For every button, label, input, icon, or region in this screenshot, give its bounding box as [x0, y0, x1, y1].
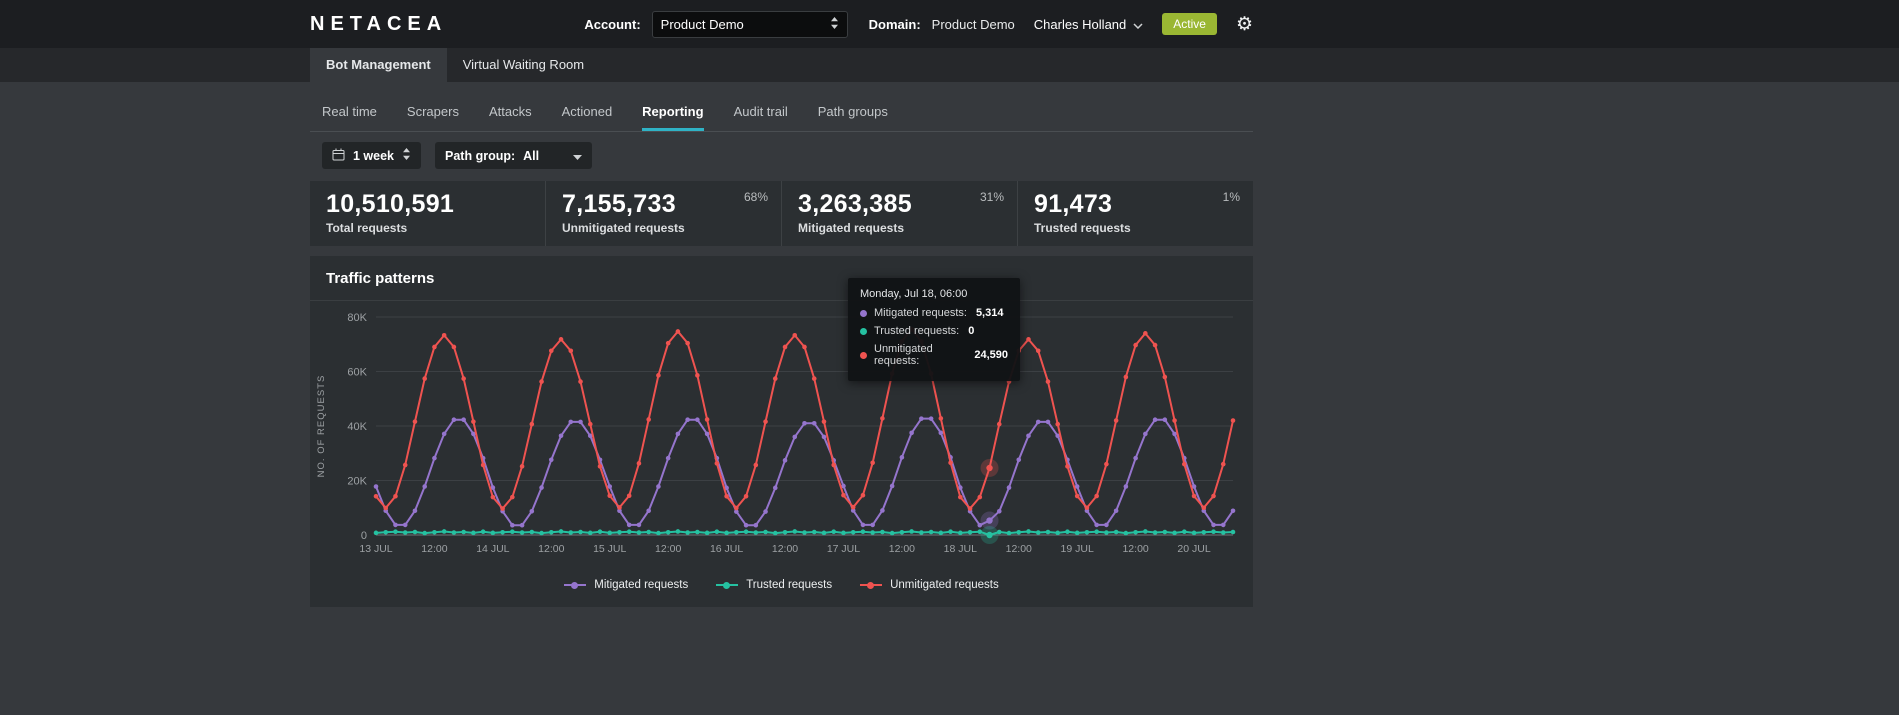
account-label: Account:: [584, 16, 641, 32]
stat-trusted-requests: 91,473 Trusted requests 1%: [1018, 181, 1253, 246]
legend-mitigated[interactable]: Mitigated requests: [564, 579, 688, 591]
svg-text:12:00: 12:00: [1006, 543, 1032, 555]
svg-text:20 JUL: 20 JUL: [1177, 543, 1210, 555]
user-name: Charles Holland: [1033, 16, 1127, 32]
tooltip-row-trusted: Trusted requests: 0: [860, 325, 1008, 337]
stats-bar: 10,510,591 Total requests 7,155,733 Unmi…: [310, 181, 1253, 246]
stat-total-requests: 10,510,591 Total requests: [310, 181, 546, 246]
traffic-chart[interactable]: 0 20K 40K 60K 80K 13 JUL 12:00 14 JUL 12:00 15 JU…: [310, 303, 1253, 575]
svg-text:20K: 20K: [347, 476, 367, 488]
stat-percent: 68%: [743, 190, 768, 204]
tooltip-value: 5,314: [975, 307, 1004, 319]
tooltip-label: Trusted requests:: [874, 325, 960, 337]
legend-label: Mitigated requests: [594, 579, 689, 591]
stat-label: Total requests: [326, 221, 408, 235]
svg-text:16 JUL: 16 JUL: [710, 543, 743, 555]
svg-text:60K: 60K: [347, 367, 367, 379]
chevron-down-icon: [1133, 17, 1143, 32]
subnav-attacks[interactable]: Attacks: [488, 104, 532, 119]
tooltip-value: 0: [968, 325, 975, 337]
subnav-scrapers[interactable]: Scrapers: [406, 104, 459, 119]
account-select[interactable]: Product Demo: [651, 10, 848, 38]
svg-text:0: 0: [361, 530, 367, 542]
tooltip-value: 24,590: [974, 349, 1008, 361]
status-badge: Active: [1162, 13, 1217, 35]
tooltip-label: Mitigated requests:: [874, 307, 967, 319]
svg-text:12:00: 12:00: [889, 543, 915, 555]
date-range-value: 1 week: [353, 148, 395, 163]
svg-text:12:00: 12:00: [655, 543, 681, 555]
subnav-actioned[interactable]: Actioned: [561, 104, 613, 119]
tooltip-title: Monday, Jul 18, 06:00: [860, 288, 968, 300]
stat-label: Trusted requests: [1034, 221, 1131, 235]
path-group-select[interactable]: Path group: All: [435, 142, 593, 169]
tab-virtual-waiting-room[interactable]: Virtual Waiting Room: [462, 57, 585, 72]
netacea-logo: NETACEA: [310, 12, 448, 35]
legend-label: Unmitigated requests: [890, 579, 999, 591]
svg-text:12:00: 12:00: [421, 543, 447, 555]
stat-value: 3,263,385: [798, 190, 912, 218]
svg-text:12:00: 12:00: [1122, 543, 1148, 555]
stat-mitigated-requests: 3,263,385 Mitigated requests 31%: [782, 181, 1018, 246]
stat-label: Mitigated requests: [798, 221, 905, 235]
svg-text:12:00: 12:00: [538, 543, 564, 555]
user-menu[interactable]: Charles Holland: [1034, 17, 1144, 32]
mitigated-dot-icon: [860, 309, 867, 317]
product-tab-bar: Bot Management Virtual Waiting Room: [0, 48, 1899, 82]
caret-down-icon: [573, 149, 583, 163]
subnav-audit-trail[interactable]: Audit trail: [733, 104, 788, 119]
svg-text:14 JUL: 14 JUL: [476, 543, 509, 555]
main-content: Real time Scrapers Attacks Actioned Repo…: [0, 82, 1899, 607]
legend-label: Trusted requests: [746, 579, 833, 591]
domain-label: Domain:: [868, 16, 921, 32]
svg-text:17 JUL: 17 JUL: [827, 543, 860, 555]
account-select-value: Product Demo: [660, 16, 744, 32]
stat-value: 7,155,733: [562, 190, 676, 218]
stat-percent: 1%: [1222, 190, 1240, 204]
path-group-value: All: [523, 148, 540, 163]
stat-label: Unmitigated requests: [562, 221, 685, 235]
subnav-reporting[interactable]: Reporting: [642, 104, 704, 131]
calendar-icon: [332, 148, 345, 164]
topbar-controls: Account: Product Demo Domain: Product De…: [584, 10, 1253, 38]
date-range-select[interactable]: 1 week: [322, 142, 422, 169]
stat-value: 91,473: [1034, 190, 1113, 218]
chart-tooltip: Monday, Jul 18, 06:00 Mitigated requests…: [848, 278, 1020, 381]
svg-text:40K: 40K: [347, 421, 367, 433]
subnav-real-time[interactable]: Real time: [322, 104, 377, 119]
svg-text:13 JUL: 13 JUL: [359, 543, 392, 555]
stat-value: 10,510,591: [326, 190, 455, 218]
legend-marker-unmitigated: [860, 581, 883, 589]
trusted-dot-icon: [860, 327, 867, 335]
unmitigated-dot-icon: [860, 351, 867, 359]
svg-text:80K: 80K: [347, 312, 367, 324]
stat-unmitigated-requests: 7,155,733 Unmitigated requests 68%: [546, 181, 782, 246]
path-group-label: Path group:: [445, 148, 516, 163]
stepper-arrows-icon: [402, 147, 411, 164]
settings-gear-icon[interactable]: ⚙: [1235, 13, 1253, 35]
tooltip-row-unmitigated: Unmitigated requests: 24,590: [860, 343, 1008, 367]
subnav-path-groups[interactable]: Path groups: [817, 104, 888, 119]
select-arrows-icon: [830, 16, 839, 33]
legend-trusted[interactable]: Trusted requests: [716, 579, 832, 591]
filter-bar: 1 week Path group: All: [322, 142, 1253, 169]
legend-unmitigated[interactable]: Unmitigated requests: [860, 579, 999, 591]
top-bar: NETACEA Account: Product Demo Domain: Pr…: [0, 0, 1899, 48]
panel-title: Traffic patterns: [310, 256, 1253, 301]
chart-legend: Mitigated requests Trusted requests Unmi…: [310, 575, 1253, 603]
sub-nav: Real time Scrapers Attacks Actioned Repo…: [310, 82, 1253, 132]
tooltip-label: Unmitigated requests:: [874, 343, 933, 367]
svg-text:12:00: 12:00: [772, 543, 798, 555]
domain-value: Product Demo: [931, 16, 1015, 32]
tooltip-row-mitigated: Mitigated requests: 5,314: [860, 307, 1008, 319]
svg-text:19 JUL: 19 JUL: [1061, 543, 1094, 555]
traffic-patterns-panel: Traffic patterns 0 20K 40K 60K 80K 13 JUL 12:0…: [310, 256, 1253, 607]
svg-text:NO. OF REQUESTS: NO. OF REQUESTS: [316, 375, 327, 478]
svg-text:18 JUL: 18 JUL: [944, 543, 977, 555]
tab-bot-management[interactable]: Bot Management: [310, 48, 447, 82]
stat-percent: 31%: [979, 190, 1004, 204]
legend-marker-trusted: [716, 581, 739, 589]
legend-marker-mitigated: [564, 581, 587, 589]
svg-text:15 JUL: 15 JUL: [593, 543, 626, 555]
